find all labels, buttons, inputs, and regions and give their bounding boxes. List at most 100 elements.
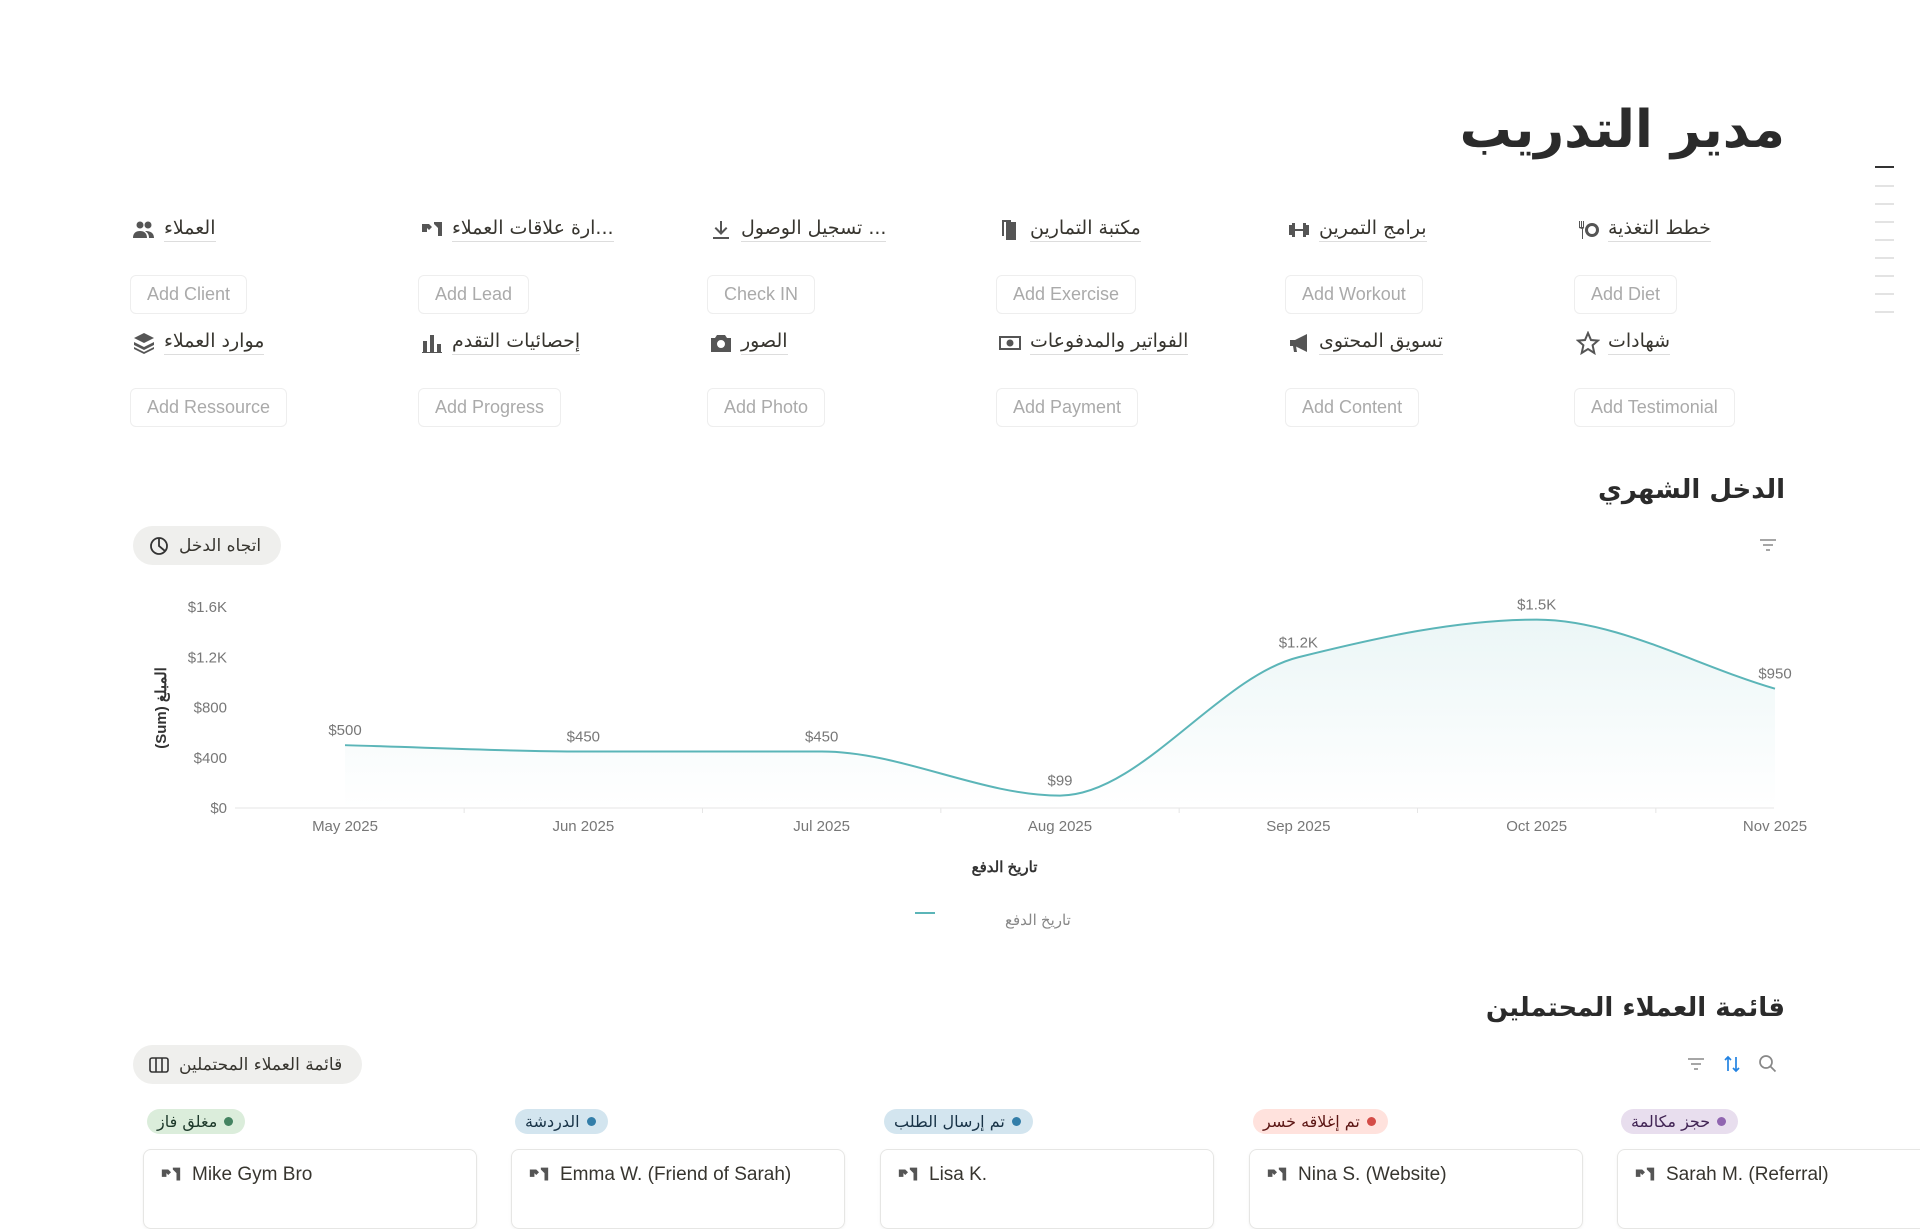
quick-link-label: العملاء [164, 217, 216, 242]
status-label: تم إرسال الطلب [894, 1112, 1005, 1131]
status-label: تم إغلاقه خسر [1263, 1112, 1360, 1131]
handshake-icon [898, 1167, 918, 1181]
quick-add-button[interactable]: Add Diet [1574, 275, 1678, 314]
lead-card[interactable]: Mike Gym Bro [143, 1149, 477, 1229]
data-label: $450 [805, 728, 838, 745]
quick-link[interactable]: برامج التمرين [1287, 217, 1567, 242]
status-dot [224, 1117, 234, 1126]
income-view-tab[interactable]: اتجاه الدخل [133, 526, 282, 565]
quick-add-button[interactable]: Add Exercise [996, 275, 1137, 314]
quick-add-button[interactable]: Add Ressource [130, 388, 288, 427]
y-tick-label: $1.6K [188, 599, 227, 616]
outline-item[interactable] [1875, 275, 1894, 277]
page-title: مدير التدريب [1459, 100, 1785, 160]
data-label: $450 [567, 728, 600, 745]
quick-link-cell: العملاء Add Client [130, 217, 412, 314]
board-icon [149, 1056, 169, 1073]
quick-link[interactable]: شهادات [1576, 330, 1856, 355]
megaphone-icon [1290, 333, 1307, 352]
quick-add-button[interactable]: Add Content [1285, 388, 1420, 427]
data-label: $1.5K [1517, 597, 1556, 614]
lead-name: Nina S. (Website) [1298, 1164, 1447, 1185]
handshake-icon [529, 1167, 549, 1181]
quick-link-cell: موارد العملاء Add Ressource [130, 330, 412, 427]
money-icon [999, 335, 1021, 350]
series-line [344, 618, 1776, 797]
lead-card[interactable]: Sarah M. (Referral) [1617, 1149, 1920, 1229]
filter-icon[interactable] [1758, 537, 1778, 553]
handshake-icon [422, 221, 442, 236]
outline-item[interactable] [1875, 203, 1894, 205]
outline-item[interactable] [1875, 257, 1894, 259]
outline-item[interactable] [1875, 239, 1894, 241]
y-tick-label: $0 [210, 800, 227, 817]
x-tick-label: Sep 2025 [1266, 818, 1330, 835]
layers-icon [134, 332, 154, 354]
quick-add-button[interactable]: Add Progress [418, 388, 562, 427]
filter-icon[interactable] [1686, 1056, 1706, 1072]
leads-heading: قائمة العملاء المحتملين [1485, 993, 1785, 1023]
lead-name: Mike Gym Bro [192, 1164, 313, 1185]
outline-item[interactable] [1875, 293, 1894, 295]
y-tick-label: $800 [194, 700, 227, 717]
quick-link-cell: ... تسجيل الوصول Check IN [707, 217, 989, 314]
quick-link-label: تسويق المحتوى [1319, 330, 1443, 355]
quick-link[interactable]: إحصائيات التقدم [420, 330, 700, 355]
y-axis-title: المبلغ (Sum) [153, 667, 170, 749]
quick-link[interactable]: موارد العملاء [132, 330, 412, 355]
quick-link[interactable]: مكتبة التمارين [998, 217, 1278, 242]
quick-link-label: موارد العملاء [164, 330, 265, 355]
status-badge: حجز مكالمة [1621, 1109, 1739, 1134]
leads-view-label: قائمة العملاء المحتملين [179, 1054, 343, 1075]
quick-link[interactable]: ...ارة علاقات العملاء [420, 217, 700, 242]
sort-icon[interactable] [1722, 1054, 1742, 1074]
handshake-icon [161, 1167, 181, 1181]
x-tick-label: Aug 2025 [1028, 818, 1092, 835]
quick-link-label: برامج التمرين [1319, 217, 1427, 242]
lead-card[interactable]: Nina S. (Website) [1249, 1149, 1583, 1229]
quick-add-button[interactable]: Add Lead [418, 275, 530, 314]
quick-link[interactable]: ... تسجيل الوصول [709, 217, 989, 242]
outline-item[interactable] [1875, 311, 1894, 313]
quick-link-cell: مكتبة التمارين Add Exercise [996, 217, 1278, 314]
x-tick-label: Jul 2025 [793, 818, 850, 835]
quick-add-button[interactable]: Add Photo [707, 388, 826, 427]
x-tick-label: Nov 2025 [1743, 818, 1807, 835]
quick-link-label: شهادات [1608, 330, 1671, 355]
handshake-icon [1635, 1167, 1655, 1181]
quick-link[interactable]: الصور [709, 330, 989, 355]
quick-add-button[interactable]: Add Workout [1285, 275, 1423, 314]
status-dot [586, 1117, 596, 1126]
status-dot [1366, 1117, 1376, 1126]
quick-link[interactable]: الفواتير والمدفوعات [998, 330, 1278, 355]
search-icon[interactable] [1758, 1054, 1778, 1074]
leads-view-tab[interactable]: قائمة العملاء المحتملين [133, 1045, 363, 1084]
outline-item[interactable] [1875, 166, 1894, 168]
data-label: $1.2K [1279, 634, 1318, 651]
quick-add-button[interactable]: Check IN [707, 275, 816, 314]
quick-link-label: ...ارة علاقات العملاء [452, 217, 614, 242]
quick-link-cell: شهادات Add Testimonial [1574, 330, 1856, 427]
quick-link[interactable]: تسويق المحتوى [1287, 330, 1567, 355]
quick-link-cell: خطط التغذية Add Diet [1574, 217, 1856, 314]
lead-card[interactable]: Emma W. (Friend of Sarah) [511, 1149, 845, 1229]
lead-name: Lisa K. [929, 1164, 988, 1185]
quick-add-button[interactable]: Add Client [130, 275, 248, 314]
lead-card[interactable]: Lisa K. [880, 1149, 1214, 1229]
x-tick-label: May 2025 [312, 818, 378, 835]
outline-item[interactable] [1875, 185, 1894, 187]
quick-link[interactable]: العملاء [132, 217, 412, 242]
quick-link[interactable]: خطط التغذية [1576, 217, 1856, 242]
quick-add-button[interactable]: Add Payment [996, 388, 1139, 427]
outline-item[interactable] [1875, 221, 1894, 223]
lead-name: Sarah M. (Referral) [1666, 1164, 1829, 1185]
status-badge: تم إرسال الطلب [884, 1109, 1033, 1134]
quick-add-button[interactable]: Add Testimonial [1574, 388, 1735, 427]
x-axis-title: تاريخ الدفع [972, 859, 1038, 876]
income-view-label: اتجاه الدخل [179, 535, 262, 556]
copy-icon [1002, 219, 1016, 240]
data-label: $500 [328, 722, 361, 739]
quick-link-label: خطط التغذية [1608, 217, 1711, 242]
quick-link-cell: إحصائيات التقدم Add Progress [418, 330, 700, 427]
income-heading: الدخل الشهري [1598, 475, 1785, 505]
